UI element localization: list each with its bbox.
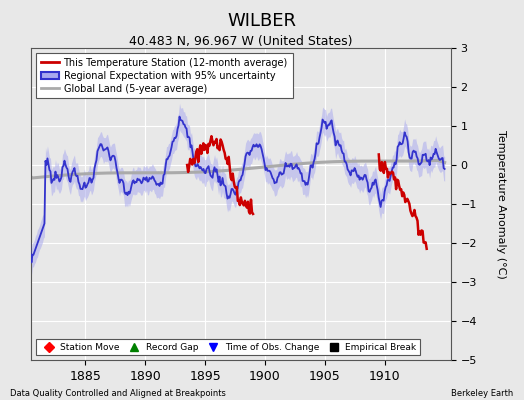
Title: 40.483 N, 96.967 W (United States): 40.483 N, 96.967 W (United States) <box>129 35 353 48</box>
Text: Berkeley Earth: Berkeley Earth <box>451 389 514 398</box>
Text: WILBER: WILBER <box>227 12 297 30</box>
Text: Data Quality Controlled and Aligned at Breakpoints: Data Quality Controlled and Aligned at B… <box>10 389 226 398</box>
Y-axis label: Temperature Anomaly (°C): Temperature Anomaly (°C) <box>496 130 506 278</box>
Legend: Station Move, Record Gap, Time of Obs. Change, Empirical Break: Station Move, Record Gap, Time of Obs. C… <box>36 339 420 356</box>
